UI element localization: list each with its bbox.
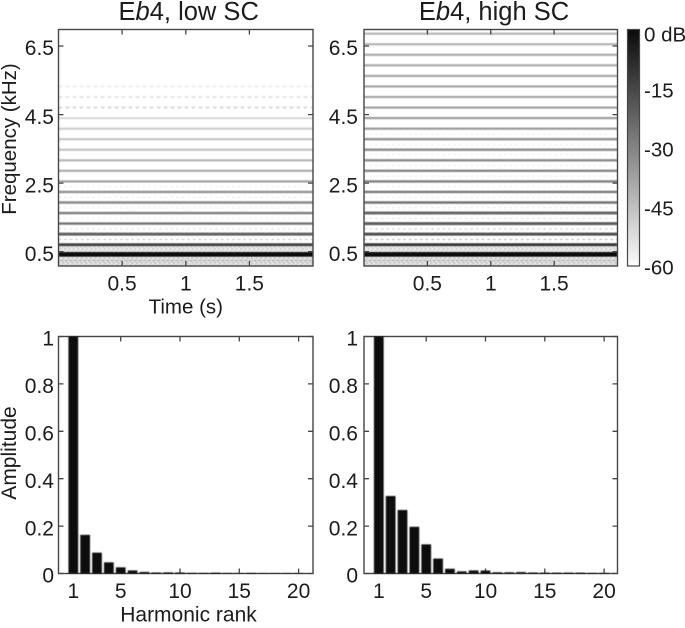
svg-text:0: 0 (346, 565, 358, 588)
svg-text:15: 15 (533, 580, 556, 603)
svg-text:2.5: 2.5 (25, 174, 54, 197)
svg-text:Time (s): Time (s) (149, 296, 223, 319)
svg-text:-45: -45 (644, 198, 674, 221)
svg-text:0.8: 0.8 (25, 375, 54, 398)
svg-text:6.5: 6.5 (329, 37, 358, 60)
svg-text:Eb4, high SC: Eb4, high SC (419, 0, 569, 26)
svg-text:1.5: 1.5 (235, 273, 264, 296)
svg-text:0.2: 0.2 (329, 517, 358, 540)
svg-text:-60: -60 (644, 257, 674, 280)
svg-text:2.5: 2.5 (329, 174, 358, 197)
svg-text:4.5: 4.5 (329, 106, 358, 129)
svg-text:Amplitude: Amplitude (0, 406, 21, 499)
svg-text:0.2: 0.2 (25, 517, 54, 540)
svg-text:0.6: 0.6 (25, 423, 54, 446)
svg-text:1: 1 (346, 328, 358, 351)
svg-text:0: 0 (42, 565, 54, 588)
svg-text:15: 15 (228, 580, 251, 603)
svg-text:Harmonic rank: Harmonic rank (120, 604, 257, 627)
svg-text:20: 20 (592, 580, 615, 603)
svg-text:0.8: 0.8 (329, 375, 358, 398)
svg-text:5: 5 (115, 580, 127, 603)
svg-text:0.4: 0.4 (25, 470, 55, 493)
svg-text:0.4: 0.4 (329, 470, 359, 493)
svg-text:Eb4, low SC: Eb4, low SC (119, 0, 259, 26)
svg-text:6.5: 6.5 (25, 37, 54, 60)
svg-text:Frequency (kHz): Frequency (kHz) (0, 63, 21, 215)
svg-text:1: 1 (42, 328, 54, 351)
svg-text:0 dB: 0 dB (644, 24, 685, 47)
svg-text:1: 1 (373, 580, 385, 603)
svg-text:4.5: 4.5 (25, 106, 54, 129)
svg-text:1: 1 (485, 273, 497, 296)
svg-text:1: 1 (67, 580, 79, 603)
svg-text:0.5: 0.5 (107, 273, 136, 296)
svg-text:0.6: 0.6 (329, 423, 358, 446)
svg-text:-30: -30 (644, 139, 674, 162)
svg-text:1: 1 (180, 273, 192, 296)
svg-text:10: 10 (474, 580, 497, 603)
svg-text:5: 5 (420, 580, 432, 603)
svg-text:10: 10 (168, 580, 191, 603)
svg-text:-15: -15 (644, 79, 674, 102)
svg-text:0.5: 0.5 (329, 243, 358, 266)
svg-text:1.5: 1.5 (539, 273, 568, 296)
svg-text:0.5: 0.5 (413, 273, 442, 296)
svg-text:20: 20 (287, 580, 310, 603)
svg-text:0.5: 0.5 (25, 243, 54, 266)
